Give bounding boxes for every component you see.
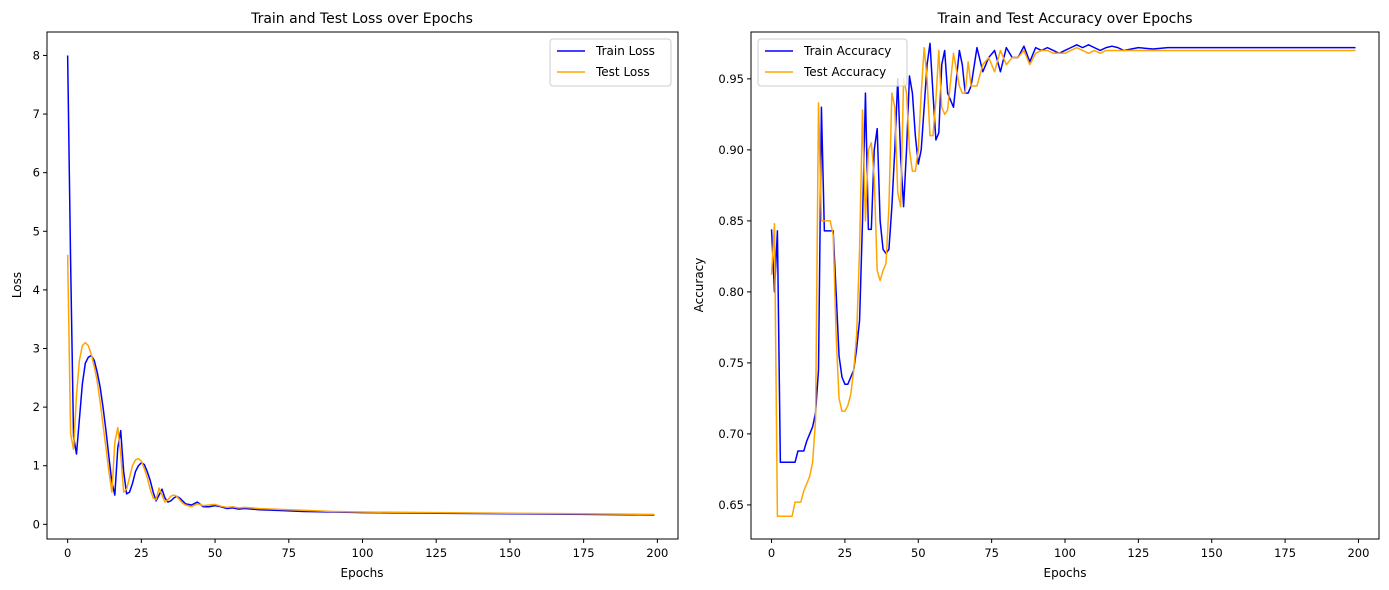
legend-label-train-loss: Train Loss — [595, 44, 655, 58]
accuracy-y-tick-label: 0.65 — [718, 498, 744, 512]
loss-chart: Train and Test Loss over Epochs Epochs L… — [10, 11, 679, 580]
accuracy-y-tick-label: 0.70 — [718, 427, 744, 441]
accuracy-x-axis-label: Epochs — [1044, 566, 1087, 580]
accuracy-chart-title: Train and Test Accuracy over Epochs — [936, 11, 1192, 27]
loss-y-tick-label: 0 — [33, 517, 40, 531]
loss-x-tick-label: 100 — [352, 546, 374, 560]
legend-label-test-loss: Test Loss — [595, 65, 650, 79]
accuracy-y-tick-label: 0.85 — [718, 214, 744, 228]
loss-y-tick-label: 6 — [33, 166, 40, 180]
loss-legend: Train Loss Test Loss — [549, 38, 672, 87]
loss-x-tick-label: 75 — [281, 546, 296, 560]
accuracy-x-tick-label: 0 — [768, 546, 775, 560]
loss-x-tick-label: 150 — [499, 546, 521, 560]
loss-x-tick-label: 50 — [208, 546, 223, 560]
accuracy-x-tick-label: 25 — [838, 546, 853, 560]
accuracy-lines — [770, 42, 1356, 518]
loss-x-tick-label: 200 — [646, 546, 668, 560]
accuracy-chart: Train and Test Accuracy over Epochs Epoc… — [692, 11, 1380, 580]
accuracy-y-tick-label: 0.80 — [718, 285, 744, 299]
loss-chart-title: Train and Test Loss over Epochs — [250, 11, 473, 27]
loss-x-tick-label: 25 — [134, 546, 149, 560]
accuracy-legend-box — [757, 38, 908, 87]
accuracy-y-tick-label: 0.90 — [718, 143, 744, 157]
loss-y-tick-label: 7 — [33, 107, 40, 121]
loss-y-axis-label: Loss — [10, 272, 24, 298]
loss-ticks: 0 25 50 75 100 125 150 175 200 0 1 2 3 4 5 6 7 8 — [33, 48, 669, 560]
accuracy-x-tick-label: 150 — [1201, 546, 1223, 560]
loss-y-tick-label: 2 — [33, 400, 40, 414]
loss-y-tick-label: 1 — [33, 459, 40, 473]
loss-x-axis-label: Epochs — [341, 566, 384, 580]
loss-lines — [66, 55, 655, 516]
legend-label-test-accuracy: Test Accuracy — [803, 65, 886, 79]
series-line-train-accuracy — [770, 42, 1356, 464]
series-line-test-accuracy — [770, 46, 1356, 518]
loss-y-tick-label: 4 — [33, 283, 40, 297]
loss-x-tick-label: 125 — [425, 546, 447, 560]
loss-x-tick-label: 175 — [573, 546, 595, 560]
accuracy-x-tick-label: 100 — [1054, 546, 1076, 560]
loss-y-tick-label: 8 — [33, 48, 40, 62]
accuracy-x-tick-label: 75 — [984, 546, 999, 560]
accuracy-x-tick-label: 175 — [1274, 546, 1296, 560]
series-line-test-loss — [66, 254, 655, 516]
loss-y-tick-label: 5 — [33, 224, 40, 238]
accuracy-x-tick-label: 125 — [1127, 546, 1149, 560]
accuracy-y-tick-label: 0.95 — [718, 72, 744, 86]
accuracy-y-tick-label: 0.75 — [718, 356, 744, 370]
series-line-train-loss — [66, 55, 655, 516]
loss-x-tick-label: 0 — [64, 546, 71, 560]
loss-y-tick-label: 3 — [33, 342, 40, 356]
accuracy-plot-frame — [750, 31, 1380, 540]
accuracy-legend: Train Accuracy Test Accuracy — [757, 38, 908, 87]
accuracy-ticks: 0 25 50 75 100 125 150 175 200 0.65 0.70 0.75 0.80 0.… — [718, 72, 1369, 560]
accuracy-y-axis-label: Accuracy — [692, 258, 706, 313]
accuracy-x-tick-label: 50 — [911, 546, 926, 560]
legend-label-train-accuracy: Train Accuracy — [803, 44, 891, 58]
accuracy-x-tick-label: 200 — [1347, 546, 1369, 560]
